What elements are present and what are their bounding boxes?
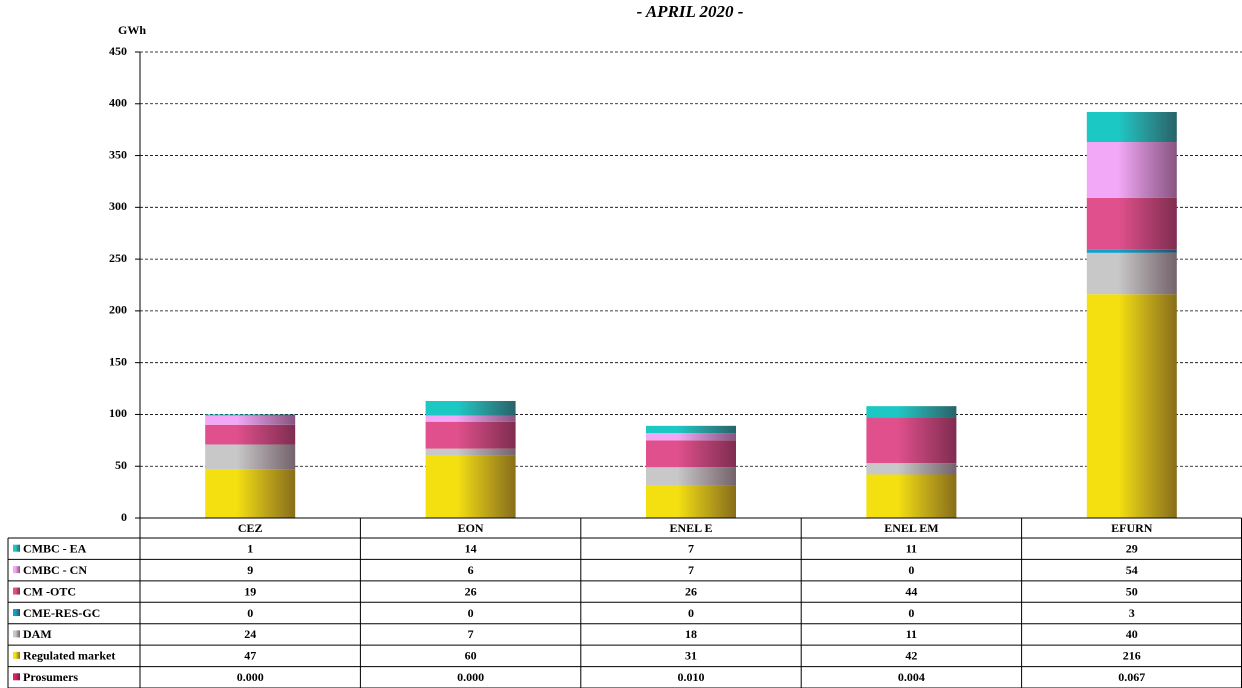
y-tick-label: 450 (109, 44, 127, 58)
bar-segment (646, 425, 736, 434)
bar-segment (425, 448, 516, 456)
bar-segment (1086, 142, 1177, 198)
y-tick-label: 350 (109, 147, 127, 161)
bar-segment (425, 455, 516, 518)
table-value: 0.067 (1118, 670, 1145, 684)
bar-segment (1086, 197, 1177, 250)
bar-segment (866, 463, 957, 475)
legend-label: CME-RES-GC (23, 606, 100, 620)
bar-segment (646, 440, 736, 468)
x-tick-label: EFURN (1111, 521, 1153, 535)
table-value: 1 (247, 541, 253, 555)
table-value: 0 (468, 606, 474, 620)
bar-segment (205, 415, 296, 425)
bar-segment (205, 469, 296, 518)
x-tick-label: EON (458, 521, 484, 535)
legend-label: CM -OTC (23, 584, 76, 598)
bar-segment (1086, 249, 1177, 253)
x-tick-label: CEZ (238, 521, 263, 535)
bar-segment (1086, 294, 1177, 518)
legend-swatch (13, 587, 20, 595)
table-value: 11 (906, 541, 917, 555)
table-value: 0.010 (678, 670, 705, 684)
table-value: 3 (1129, 606, 1135, 620)
y-tick-label: 0 (121, 510, 127, 524)
table-value: 0.000 (237, 670, 264, 684)
legend-swatch (13, 544, 20, 552)
legend-label: Regulated market (23, 649, 115, 663)
x-tick-label: ENEL EM (884, 521, 938, 535)
bar-segment (205, 414, 296, 416)
table-value: 0 (908, 563, 914, 577)
table-value: 9 (247, 563, 253, 577)
table-value: 26 (685, 584, 697, 598)
table-value: 7 (688, 541, 694, 555)
y-tick-label: 400 (109, 96, 127, 110)
table-value: 19 (244, 584, 256, 598)
bar-segment (1086, 111, 1177, 143)
bar-segment (866, 417, 957, 464)
table-value: 14 (465, 541, 477, 555)
chart-title: - APRIL 2020 - (637, 2, 744, 21)
table-value: 6 (468, 563, 474, 577)
table-value: 60 (465, 649, 477, 663)
table-value: 44 (905, 584, 917, 598)
legend-swatch (13, 566, 20, 574)
table-value: 54 (1126, 563, 1138, 577)
table-value: 7 (688, 563, 694, 577)
table-value: 50 (1126, 584, 1138, 598)
y-tick-label: 50 (115, 458, 127, 472)
table-value: 42 (905, 649, 917, 663)
bar-segment (425, 400, 516, 416)
bar-segment (425, 421, 516, 449)
bar-segment (646, 467, 736, 486)
bar-segment (425, 415, 516, 422)
table-value: 18 (685, 627, 697, 641)
legend-swatch (13, 673, 20, 681)
table-value: 40 (1126, 627, 1138, 641)
table-value: 0 (247, 606, 253, 620)
y-tick-label: 200 (109, 303, 127, 317)
legend-swatch (13, 630, 20, 638)
bar-segment (1086, 252, 1177, 295)
legend-swatch (13, 609, 20, 616)
y-tick-label: 250 (109, 251, 127, 265)
table-value: 11 (906, 627, 917, 641)
bar-segment (866, 406, 957, 418)
table-value: 29 (1126, 541, 1138, 555)
table-value: 47 (244, 649, 256, 663)
legend-label: CMBC - EA (23, 541, 87, 555)
y-axis-label: GWh (118, 23, 146, 37)
bar-segment (866, 474, 957, 518)
table-value: 26 (465, 584, 477, 598)
legend-label: Prosumers (23, 670, 78, 684)
legend-label: CMBC - CN (23, 563, 87, 577)
table-value: 7 (468, 627, 474, 641)
bar-segment (205, 424, 296, 445)
y-tick-label: 100 (109, 406, 127, 420)
y-tick-label: 150 (109, 354, 127, 368)
table-value: 0 (688, 606, 694, 620)
table-value: 0.000 (457, 670, 484, 684)
x-tick-label: ENEL E (669, 521, 712, 535)
bar-segment (646, 433, 736, 441)
table-value: 0.004 (898, 670, 925, 684)
y-tick-label: 300 (109, 199, 127, 213)
bar-segment (205, 444, 296, 470)
legend-swatch (13, 651, 20, 659)
table-value: 31 (685, 649, 697, 663)
table-value: 24 (244, 627, 256, 641)
table-value: 216 (1123, 649, 1141, 663)
legend-label: DAM (23, 627, 52, 641)
table-value: 0 (908, 606, 914, 620)
bar-segment (646, 485, 736, 518)
